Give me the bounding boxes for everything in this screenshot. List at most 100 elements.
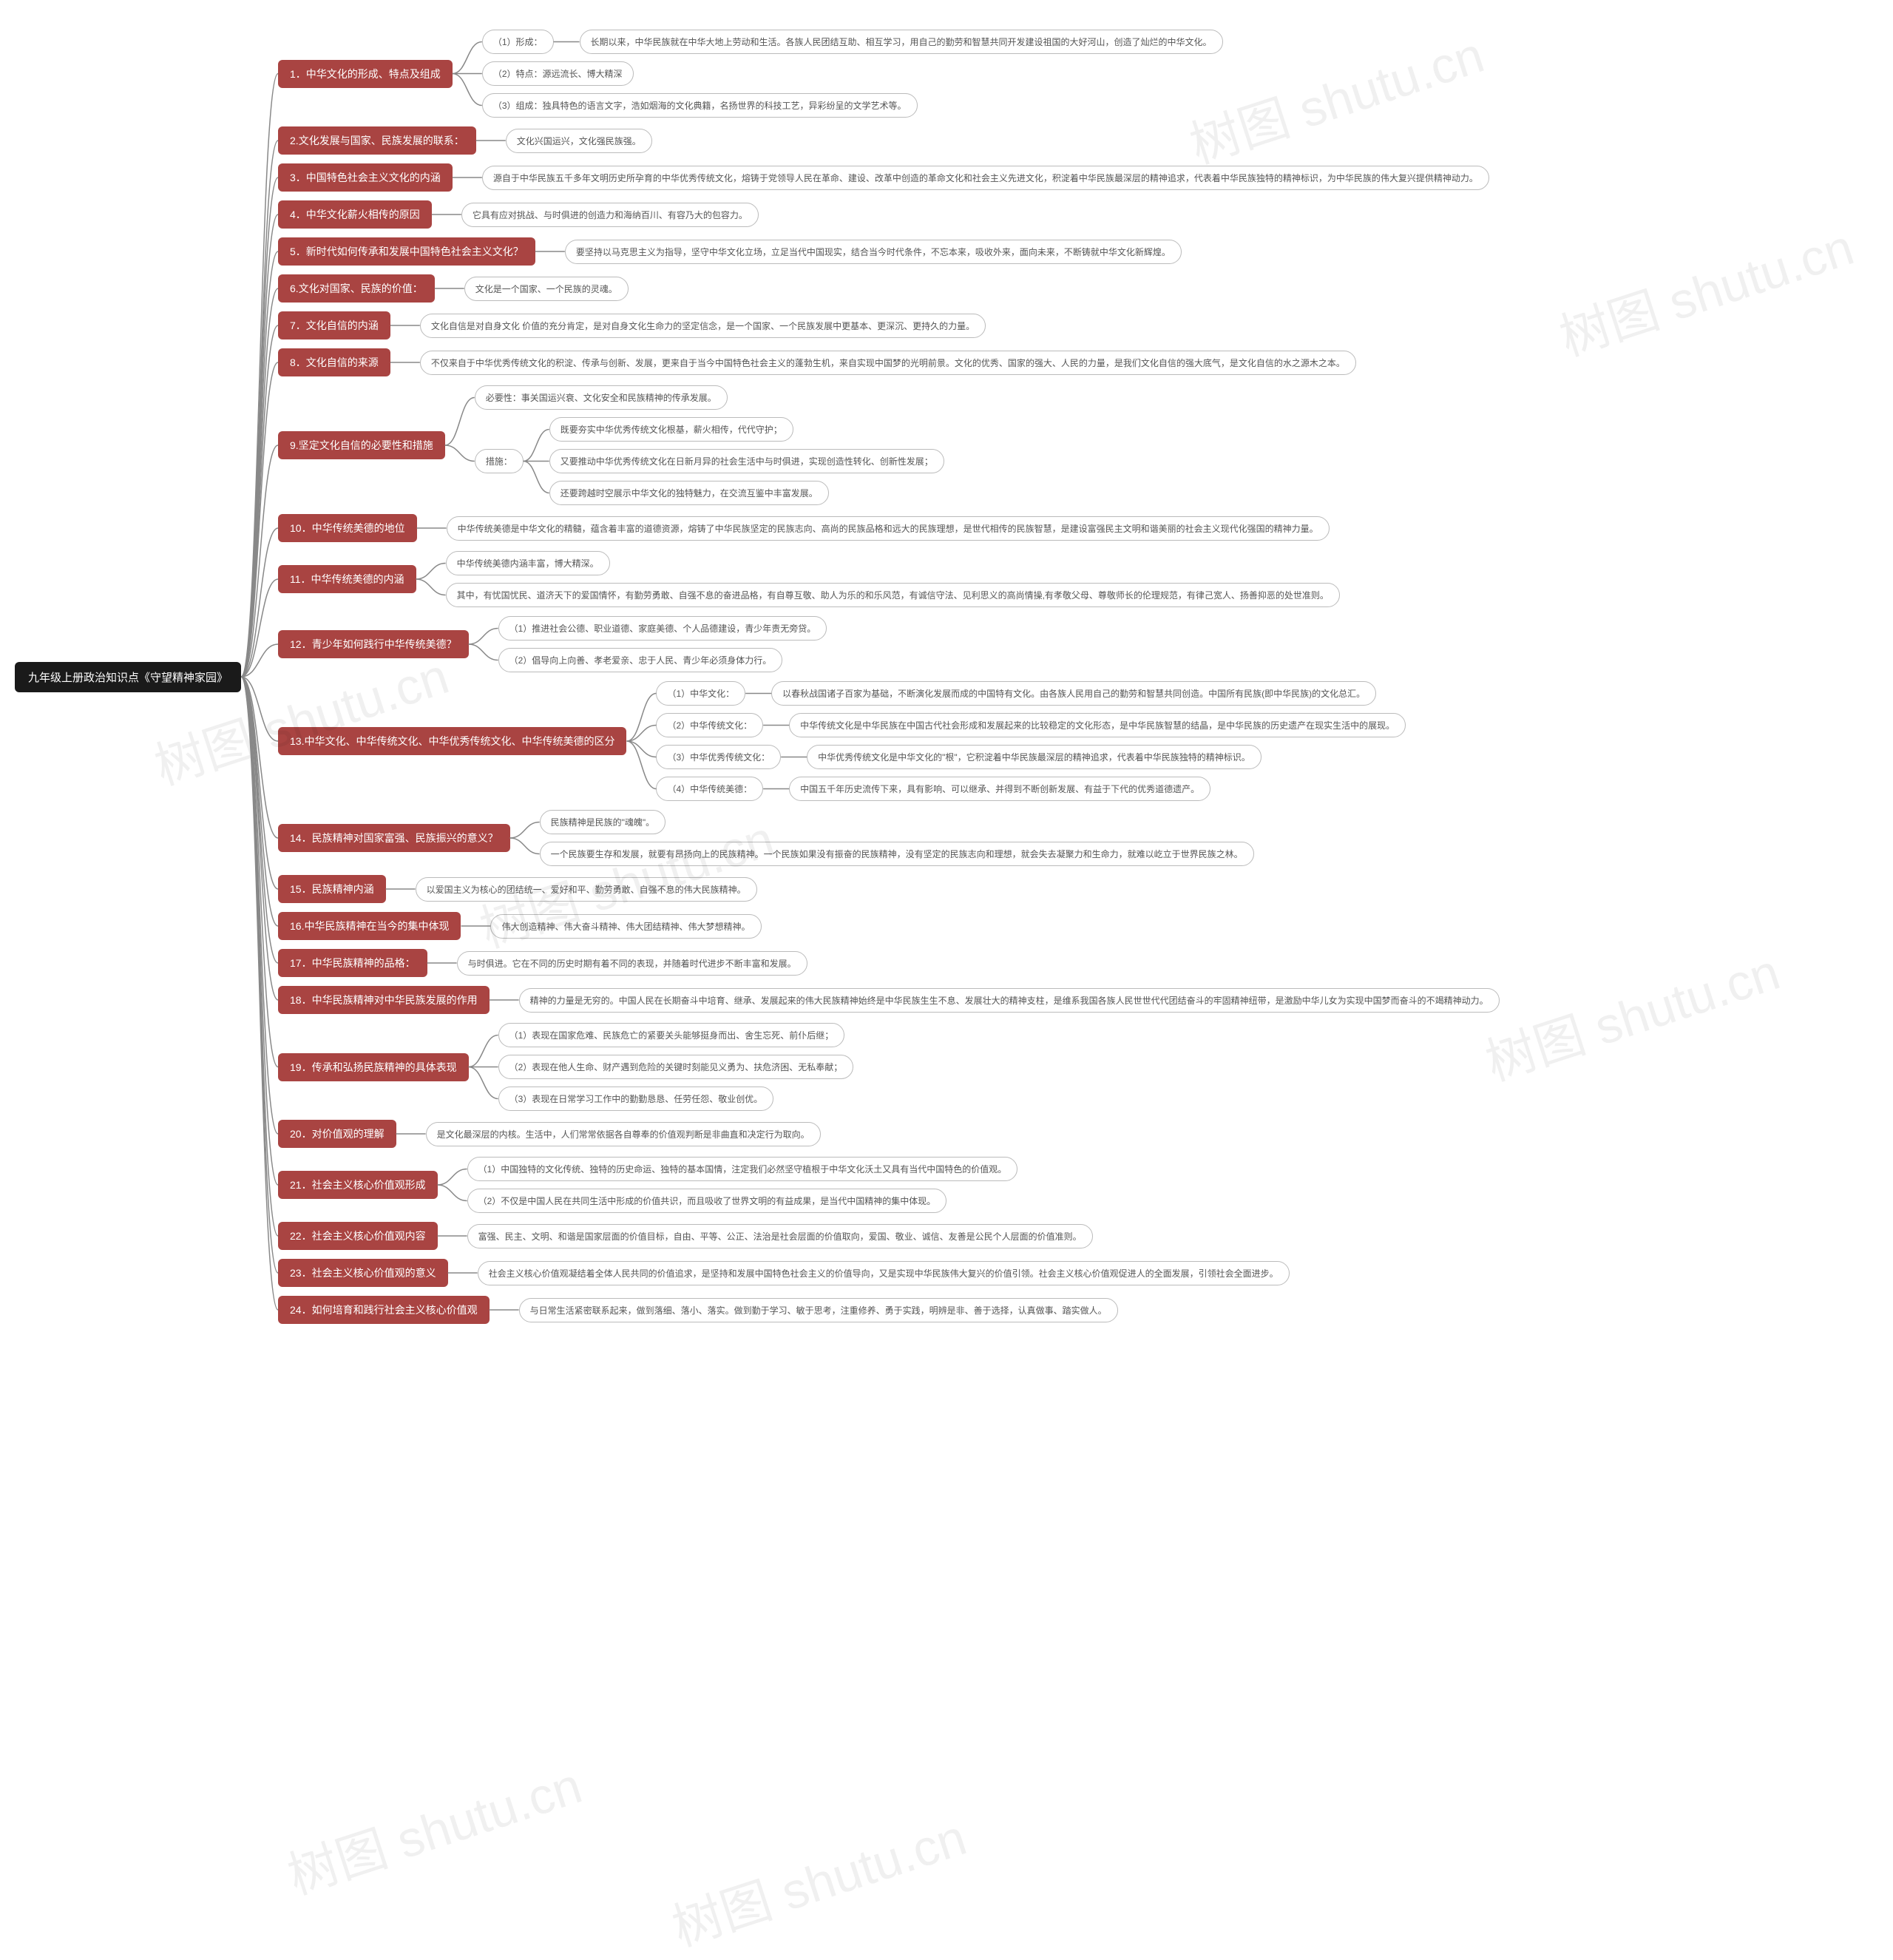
sub-column: 伟大创造精神、伟大奋斗精神、伟大团结精神、伟大梦想精神。 [490,914,761,939]
sub-branch: 民族精神是民族的"魂魄"。 [540,810,1254,834]
sub-branch: 是文化最深层的内核。生活中，人们常常依据各自尊奉的价值观判断是非曲直和决定行为取… [426,1122,821,1146]
topic-branch: 21．社会主义核心价值观形成 （1）中国独特的文化传统、独特的历史命运、独特的基本… [278,1157,1500,1213]
sub-column: （1）中华文化： 以春秋战国诸子百家为基础，不断演化发展而成的中国特有文化。由各族… [656,681,1406,801]
topic-node-19: 19．传承和弘扬民族精神的具体表现 [278,1053,469,1081]
leaf-node: 一个民族要生存和发展，就要有昂扬向上的民族精神。一个民族如果没有振奋的民族精神，… [540,842,1254,866]
leaf-node: （1）形成： [482,30,554,54]
leaf-node: 中华优秀传统文化是中华文化的"根"，它积淀着中华民族最深层的精神追求，代表着中华… [807,745,1262,769]
sub-branch: 中华传统美德是中华文化的精髓，蕴含着丰富的道德资源，熔铸了中华民族坚定的民族志向… [447,516,1330,541]
leaf-node: 它具有应对挑战、与时俱进的创造力和海纳百川、有容乃大的包容力。 [461,203,759,227]
leaf-node: （1）中华文化： [656,681,745,706]
leaf-node: 源自于中华民族五千多年文明历史所孕育的中华优秀传统文化，熔铸于党领导人民在革命、… [482,166,1489,190]
leaf-node: （2）特点：源远流长、博大精深 [482,61,634,86]
leaf-node: 不仅来自于中华优秀传统文化的积淀、传承与创新、发展，更来自于当今中国特色社会主义… [420,351,1356,375]
sub-column: 富强、民主、文明、和谐是国家层面的价值目标，自由、平等、公正、法治是社会层面的价… [467,1224,1093,1248]
topic-node-3: 3．中国特色社会主义文化的内涵 [278,163,453,192]
leaf-node: 以春秋战国诸子百家为基础，不断演化发展而成的中国特有文化。由各族人民用自己的勤劳… [771,681,1376,706]
topic-node-7: 7．文化自信的内涵 [278,311,390,339]
sub-column: 文化是一个国家、一个民族的灵魂。 [464,277,629,301]
topic-branch: 14．民族精神对国家富强、民族振兴的意义？民族精神是民族的"魂魄"。一个民族要生… [278,810,1500,866]
topic-node-21: 21．社会主义核心价值观形成 [278,1171,438,1199]
leaf-node: 伟大创造精神、伟大奋斗精神、伟大团结精神、伟大梦想精神。 [490,914,761,939]
sub-branch: 文化自信是对自身文化 价值的充分肯定，是对自身文化生命力的坚定信念，是一个国家、… [420,314,986,338]
sub-branch: （1）表现在国家危难、民族危亡的紧要关头能够挺身而出、舍生忘死、前仆后继； [498,1023,854,1047]
sub-branch: 文化兴国运兴，文化强民族强。 [506,129,652,153]
leaf-node: 精神的力量是无穷的。中国人民在长期奋斗中培育、继承、发展起来的伟大民族精神始终是… [519,988,1500,1013]
sub-branch: 文化是一个国家、一个民族的灵魂。 [464,277,629,301]
topic-node-9: 9.坚定文化自信的必要性和措施 [278,431,445,459]
sub-branch: 以春秋战国诸子百家为基础，不断演化发展而成的中国特有文化。由各族人民用自己的勤劳… [771,681,1376,706]
sub-column: 是文化最深层的内核。生活中，人们常常依据各自尊奉的价值观判断是非曲直和决定行为取… [426,1122,821,1146]
topic-node-24: 24．如何培育和践行社会主义核心价值观 [278,1296,490,1324]
topic-branch: 11．中华传统美德的内涵中华传统美德内涵丰富，博大精深。其中，有忧国忧民、道济天… [278,551,1500,607]
sub-branch: （3）中华优秀传统文化： 中华优秀传统文化是中华文化的"根"，它积淀着中华民族最深… [656,745,1406,769]
sub-branch: 与日常生活紧密联系起来，做到落细、落小、落实。做到勤于学习、敏于思考，注重修养、… [519,1298,1118,1322]
topic-branch: 7．文化自信的内涵 文化自信是对自身文化 价值的充分肯定，是对自身文化生命力的坚定… [278,311,1500,339]
leaf-node: 文化是一个国家、一个民族的灵魂。 [464,277,629,301]
leaf-node: （2）表现在他人生命、财产遇到危险的关键时刻能见义勇为、扶危济困、无私奉献； [498,1055,854,1079]
leaf-node: 其中，有忧国忧民、道济天下的爱国情怀，有勤劳勇敢、自强不息的奋进品格，有自尊互敬… [446,583,1340,607]
topic-node-16: 16.中华民族精神在当今的集中体现 [278,912,461,940]
sub-column: 中国五千年历史流传下来，具有影响、可以继承、并得到不断创新发展、有益于下代的优秀… [789,777,1210,801]
sub-branch: （1）推进社会公德、职业道德、家庭美德、个人品德建设，青少年责无旁贷。 [498,616,827,641]
topic-branch: 20．对价值观的理解是文化最深层的内核。生活中，人们常常依据各自尊奉的价值观判断… [278,1120,1500,1148]
sub-branch: （2）倡导向上向善、孝老爱亲、忠于人民、青少年必须身体力行。 [498,648,827,672]
sub-branch: 要坚持以马克思主义为指导，坚守中华文化立场，立足当代中国现实，结合当今时代条件，… [565,240,1182,264]
root-node: 九年级上册政治知识点《守望精神家园》 [15,662,241,692]
sub-column: 要坚持以马克思主义为指导，坚守中华文化立场，立足当代中国现实，结合当今时代条件，… [565,240,1182,264]
leaf-node: 以爱国主义为核心的团结统一、爱好和平、勤劳勇敢、自强不息的伟大民族精神。 [416,877,757,902]
topic-branch: 1．中华文化的形成、特点及组成 （1）形成： 长期以来，中华民族就在中华大地上劳动和… [278,30,1500,118]
topic-branch: 3．中国特色社会主义文化的内涵 源自于中华民族五千多年文明历史所孕育的中华优秀传统… [278,163,1500,192]
sub-column: 不仅来自于中华优秀传统文化的积淀、传承与创新、发展，更来自于当今中国特色社会主义… [420,351,1356,375]
sub-branch: 精神的力量是无穷的。中国人民在长期奋斗中培育、继承、发展起来的伟大民族精神始终是… [519,988,1500,1013]
topic-branch: 12．青少年如何践行中华传统美德？（1）推进社会公德、职业道德、家庭美德、个人品… [278,616,1500,672]
sub-branch: （2）不仅是中国人民在共同生活中形成的价值共识，而且吸收了世界文明的有益成果，是… [467,1189,1018,1213]
sub-branch: 又要推动中华优秀传统文化在日新月异的社会生活中与时俱进，实现创造性转化、创新性发… [549,449,944,473]
sub-branch: 它具有应对挑战、与时俱进的创造力和海纳百川、有容乃大的包容力。 [461,203,759,227]
leaf-node: 措施： [475,449,524,473]
sub-branch: （1）形成： 长期以来，中华民族就在中华大地上劳动和生活。各族人民团结互助、相互学… [482,30,1223,54]
topic-branch: 2.文化发展与国家、民族发展的联系：文化兴国运兴，文化强民族强。 [278,126,1500,155]
sub-branch: （1）中国独特的文化传统、独特的历史命运、独特的基本国情，注定我们必然坚守植根于… [467,1157,1018,1181]
topic-node-5: 5．新时代如何传承和发展中国特色社会主义文化？ [278,237,535,266]
topic-branch: 17．中华民族精神的品格：与时俱进。它在不同的历史时期有着不同的表现，并随着时代… [278,949,1500,977]
sub-column: 既要夯实中华优秀传统文化根基，薪火相传，代代守护；又要推动中华优秀传统文化在日新… [549,417,944,505]
leaf-node: 必要性：事关国运兴衰、文化安全和民族精神的传承发展。 [475,385,728,410]
leaf-node: （2）中华传统文化： [656,713,763,737]
leaf-node: （3）组成：独具特色的语言文字，浩如烟海的文化典籍，名扬世界的科技工艺，异彩纷呈… [482,93,918,118]
sub-branch: 社会主义核心价值观凝结着全体人民共同的价值追求，是坚持和发展中国特色社会主义的价… [478,1261,1290,1285]
sub-branch: （3）组成：独具特色的语言文字，浩如烟海的文化典籍，名扬世界的科技工艺，异彩纷呈… [482,93,1223,118]
leaf-node: 长期以来，中华民族就在中华大地上劳动和生活。各族人民团结互助、相互学习，用自己的… [580,30,1223,54]
topic-node-22: 22．社会主义核心价值观内容 [278,1222,438,1250]
leaf-node: （2）倡导向上向善、孝老爱亲、忠于人民、青少年必须身体力行。 [498,648,783,672]
sub-branch: 伟大创造精神、伟大奋斗精神、伟大团结精神、伟大梦想精神。 [490,914,761,939]
topic-node-4: 4．中华文化薪火相传的原因 [278,200,432,229]
sub-column: 长期以来，中华民族就在中华大地上劳动和生活。各族人民团结互助、相互学习，用自己的… [580,30,1223,54]
topic-branch: 19．传承和弘扬民族精神的具体表现 （1）表现在国家危难、民族危亡的紧要关头能够挺… [278,1023,1500,1111]
leaf-node: 与时俱进。它在不同的历史时期有着不同的表现，并随着时代进步不断丰富和发展。 [457,951,807,976]
leaf-node: 社会主义核心价值观凝结着全体人民共同的价值追求，是坚持和发展中国特色社会主义的价… [478,1261,1290,1285]
topic-node-10: 10．中华传统美德的地位 [278,514,417,542]
topic-node-15: 15．民族精神内涵 [278,875,386,903]
sub-branch: 中华优秀传统文化是中华文化的"根"，它积淀着中华民族最深层的精神追求，代表着中华… [807,745,1262,769]
topic-branch: 22．社会主义核心价值观内容 富强、民主、文明、和谐是国家层面的价值目标，自由、平… [278,1222,1500,1250]
sub-column: 民族精神是民族的"魂魄"。一个民族要生存和发展，就要有昂扬向上的民族精神。一个民… [540,810,1254,866]
sub-branch: 不仅来自于中华优秀传统文化的积淀、传承与创新、发展，更来自于当今中国特色社会主义… [420,351,1356,375]
sub-branch: （1）中华文化： 以春秋战国诸子百家为基础，不断演化发展而成的中国特有文化。由各族… [656,681,1406,706]
leaf-node: （1）推进社会公德、职业道德、家庭美德、个人品德建设，青少年责无旁贷。 [498,616,827,641]
sub-column: 中华优秀传统文化是中华文化的"根"，它积淀着中华民族最深层的精神追求，代表着中华… [807,745,1262,769]
sub-branch: （3）表现在日常学习工作中的勤勤恳恳、任劳任怨、敬业创优。 [498,1087,854,1111]
topic-branch: 6.文化对国家、民族的价值：文化是一个国家、一个民族的灵魂。 [278,274,1500,303]
leaf-node: （3）中华优秀传统文化： [656,745,781,769]
sub-column: 与时俱进。它在不同的历史时期有着不同的表现，并随着时代进步不断丰富和发展。 [457,951,807,976]
sub-column: 中华传统美德是中华文化的精髓，蕴含着丰富的道德资源，熔铸了中华民族坚定的民族志向… [447,516,1330,541]
leaf-node: 中华传统美德是中华文化的精髓，蕴含着丰富的道德资源，熔铸了中华民族坚定的民族志向… [447,516,1330,541]
watermark: 树图 shutu.cn [277,1745,589,1908]
sub-branch: 还要跨越时空展示中华文化的独特魅力，在交流互鉴中丰富发展。 [549,481,944,505]
leaf-node: 文化兴国运兴，文化强民族强。 [506,129,652,153]
leaf-node: （3）表现在日常学习工作中的勤勤恳恳、任劳任怨、敬业创优。 [498,1087,774,1111]
topic-node-1: 1．中华文化的形成、特点及组成 [278,60,453,88]
sub-column: 以春秋战国诸子百家为基础，不断演化发展而成的中国特有文化。由各族人民用自己的勤劳… [771,681,1376,706]
sub-column: 以爱国主义为核心的团结统一、爱好和平、勤劳勇敢、自强不息的伟大民族精神。 [416,877,757,902]
topic-node-8: 8．文化自信的来源 [278,348,390,376]
